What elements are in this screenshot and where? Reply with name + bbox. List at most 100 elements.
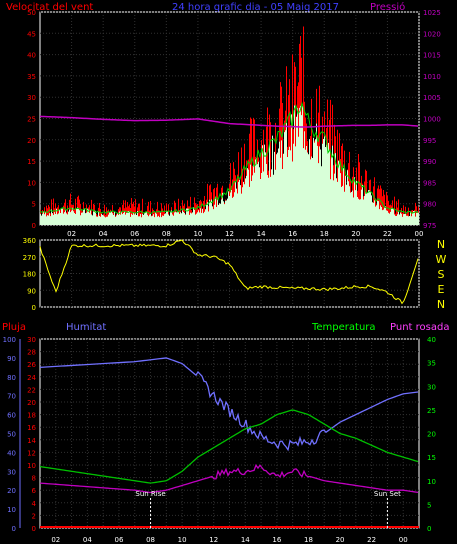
pressure-axis-tick: 1025: [423, 9, 441, 17]
temperature-axis-tick: 35: [427, 360, 436, 368]
pressure-axis-tick: 1000: [423, 116, 441, 124]
rain-axis-tick: 40: [7, 449, 16, 457]
temperature-axis-tick: 15: [427, 454, 436, 462]
humidity-x-tick: 16: [272, 536, 281, 544]
compass-letter: W: [436, 253, 447, 266]
wind-x-tick: 20: [351, 230, 360, 238]
compass-letter: S: [438, 268, 445, 281]
wind-x-tick: 18: [320, 230, 329, 238]
compass-letter: N: [437, 238, 445, 251]
temperature-line: [39, 409, 419, 484]
wind-axis-tick: 50: [27, 9, 36, 17]
rain-axis-tick: 0: [12, 525, 16, 533]
wind-axis-tick: 20: [27, 137, 36, 145]
humidity-x-tick: 02: [51, 536, 60, 544]
sunrise-label: Sun Rise: [135, 490, 165, 498]
wind-axis-tick: 30: [27, 94, 36, 102]
humidity-axis-tick: 14: [27, 437, 36, 445]
pressure-axis-tick: 1010: [423, 73, 441, 81]
humidity-axis-tick: 6: [32, 487, 37, 495]
humidity-axis-tick: 28: [27, 349, 36, 357]
wind-speed-title: Velocitat del vent: [6, 2, 93, 13]
wind-x-tick: 16: [288, 230, 297, 238]
humidity-axis-tick: 20: [27, 399, 36, 407]
chart-marks: [39, 26, 419, 528]
pressure-title: Pressió: [370, 1, 405, 13]
humidity-x-tick: 04: [83, 536, 92, 544]
humidity-axis-tick: 10: [27, 462, 36, 470]
pressure-axis-tick: 980: [423, 201, 436, 209]
temperature-axis-tick: 25: [427, 407, 436, 415]
pressure-axis-tick: 990: [423, 158, 436, 166]
temperature-axis-tick: 30: [427, 383, 436, 391]
temperature-axis-tick: 20: [427, 431, 436, 439]
humidity-panel-frame: [39, 338, 420, 529]
wind-x-tick: 12: [225, 230, 234, 238]
humidity-axis-tick: 8: [32, 475, 36, 483]
dewpoint-line: [39, 463, 419, 494]
humidity-x-tick: 22: [367, 536, 376, 544]
compass-letter: N: [437, 298, 445, 311]
grid-lines: [19, 11, 420, 529]
pressure-axis-tick: 1015: [423, 52, 441, 60]
wind-average-line: [39, 101, 419, 214]
rain-axis-tick: 50: [7, 431, 16, 439]
humidity-x-tick: 12: [209, 536, 218, 544]
rain-axis-tick: 60: [7, 412, 16, 420]
humidity-axis-tick: 4: [32, 500, 37, 508]
temperature-axis-tick: 40: [427, 336, 436, 344]
direction-axis-tick: 0: [32, 304, 36, 312]
wind-x-tick: 02: [67, 230, 76, 238]
humidity-x-tick: 00: [399, 536, 408, 544]
wind-x-tick: 08: [162, 230, 171, 238]
humidity-axis-tick: 12: [27, 449, 36, 457]
humidity-label: Humitat: [66, 322, 106, 333]
humidity-x-tick: 10: [178, 536, 187, 544]
wind-direction-line: [39, 239, 419, 305]
wind-x-tick: 04: [99, 230, 108, 238]
dewpoint-label: Punt rosada: [390, 322, 449, 333]
humidity-x-tick: 14: [241, 536, 250, 544]
rain-label: Pluja: [2, 322, 26, 333]
wind-axis-tick: 0: [32, 222, 36, 230]
temperature-axis-tick: 10: [427, 478, 436, 486]
wind-axis-tick: 45: [27, 30, 36, 38]
pressure-axis-tick: 1005: [423, 94, 441, 102]
wind-axis-tick: 25: [27, 116, 36, 124]
humidity-x-tick: 08: [146, 536, 155, 544]
humidity-x-tick: 18: [304, 536, 313, 544]
wind-axis-tick: 10: [27, 179, 36, 187]
humidity-x-tick: 20: [336, 536, 345, 544]
pressure-axis-tick: 995: [423, 137, 436, 145]
humidity-x-tick: 06: [114, 536, 123, 544]
temperature-label: Temperatura: [311, 322, 376, 333]
humidity-axis-tick: 0: [32, 525, 36, 533]
humidity-axis-tick: 26: [27, 361, 36, 369]
date-title: 24 hora grafic dia - 05 Maig 2017: [172, 2, 339, 13]
wind-x-tick: 10: [193, 230, 202, 238]
direction-axis-tick: 360: [23, 237, 36, 245]
direction-axis-tick: 270: [23, 254, 36, 262]
humidity-axis-tick: 30: [27, 336, 36, 344]
rain-axis-tick: 90: [7, 355, 16, 363]
wind-x-tick: 00: [415, 230, 424, 238]
wind-axis-tick: 40: [27, 52, 36, 60]
humidity-axis-tick: 22: [27, 386, 36, 394]
humidity-axis-tick: 24: [27, 374, 36, 382]
rain-axis-tick: 100: [3, 336, 16, 344]
wind-x-tick: 22: [383, 230, 392, 238]
rain-axis-tick: 10: [7, 506, 16, 514]
pressure-axis-tick: 1020: [423, 30, 441, 38]
humidity-line: [39, 357, 419, 452]
rain-axis-tick: 30: [7, 468, 16, 476]
axis-labels: 0510152025303540455097598098599099510001…: [3, 9, 447, 544]
sunset-label: Sun Set: [374, 490, 401, 498]
temperature-axis-tick: 5: [427, 501, 431, 509]
humidity-axis-tick: 2: [32, 512, 36, 520]
direction-axis-tick: 180: [23, 271, 36, 279]
rain-axis-tick: 20: [7, 487, 16, 495]
wind-x-tick: 06: [130, 230, 139, 238]
wind-x-tick: 14: [257, 230, 266, 238]
rain-axis-tick: 70: [7, 393, 16, 401]
